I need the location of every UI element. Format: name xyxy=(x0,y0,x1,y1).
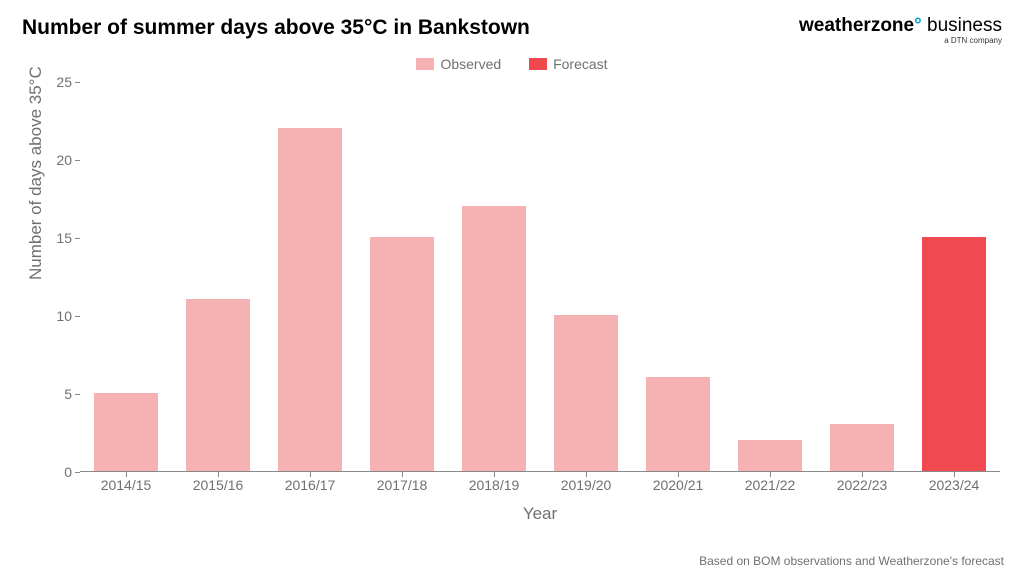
legend-forecast: Forecast xyxy=(529,56,607,72)
brand-degree-icon: ° xyxy=(914,15,922,36)
bar xyxy=(922,237,986,471)
x-tick-label: 2019/20 xyxy=(561,477,612,493)
chart-title: Number of summer days above 35°C in Bank… xyxy=(22,16,530,40)
legend: Observed Forecast xyxy=(0,56,1024,73)
bar xyxy=(646,377,710,471)
y-tick-mark xyxy=(75,82,80,83)
y-tick-label: 5 xyxy=(42,386,72,402)
bar xyxy=(278,128,342,471)
bar xyxy=(370,237,434,471)
x-tick-label: 2020/21 xyxy=(653,477,704,493)
x-tick-label: 2014/15 xyxy=(101,477,152,493)
legend-forecast-swatch xyxy=(529,58,547,70)
y-tick-label: 15 xyxy=(42,230,72,246)
y-tick-mark xyxy=(75,316,80,317)
x-tick-mark xyxy=(586,472,587,477)
y-tick-label: 0 xyxy=(42,464,72,480)
x-tick-mark xyxy=(770,472,771,477)
y-tick-mark xyxy=(75,394,80,395)
legend-observed: Observed xyxy=(416,56,501,72)
brand-sub: a DTN company xyxy=(799,37,1002,45)
x-tick-mark xyxy=(310,472,311,477)
bar xyxy=(462,206,526,471)
y-tick-label: 20 xyxy=(42,152,72,168)
x-tick-label: 2021/22 xyxy=(745,477,796,493)
bar xyxy=(830,424,894,471)
x-tick-mark xyxy=(402,472,403,477)
y-tick-mark xyxy=(75,472,80,473)
x-tick-label: 2018/19 xyxy=(469,477,520,493)
brand-main: weatherzone° business xyxy=(799,16,1002,35)
y-tick-label: 10 xyxy=(42,308,72,324)
brand-name: weatherzone xyxy=(799,15,914,36)
x-tick-label: 2017/18 xyxy=(377,477,428,493)
brand-business: business xyxy=(922,15,1002,36)
bar xyxy=(738,440,802,471)
chart-area: 0510152025 2014/15 2015/16 2016/17 2017/18 2… xyxy=(80,82,1000,502)
legend-observed-swatch xyxy=(416,58,434,70)
footnote: Based on BOM observations and Weatherzon… xyxy=(699,554,1004,568)
y-axis-title: Number of days above 35°C xyxy=(26,66,46,280)
y-tick-label: 25 xyxy=(42,74,72,90)
brand-block: weatherzone° business a DTN company xyxy=(799,16,1002,45)
x-tick-label: 2015/16 xyxy=(193,477,244,493)
x-tick-mark xyxy=(862,472,863,477)
header: Number of summer days above 35°C in Bank… xyxy=(22,16,1002,45)
plot-area: 0510152025 xyxy=(80,82,1000,472)
bar xyxy=(186,299,250,471)
legend-observed-label: Observed xyxy=(440,56,501,72)
bar xyxy=(94,393,158,471)
x-tick-mark xyxy=(126,472,127,477)
x-tick-mark xyxy=(218,472,219,477)
x-axis-title: Year xyxy=(80,504,1000,524)
y-tick-mark xyxy=(75,160,80,161)
x-tick-label: 2023/24 xyxy=(929,477,980,493)
x-tick-mark xyxy=(954,472,955,477)
x-tick-mark xyxy=(494,472,495,477)
y-tick-mark xyxy=(75,238,80,239)
legend-forecast-label: Forecast xyxy=(553,56,607,72)
bar xyxy=(554,315,618,471)
x-tick-mark xyxy=(678,472,679,477)
x-tick-label: 2022/23 xyxy=(837,477,888,493)
x-tick-label: 2016/17 xyxy=(285,477,336,493)
